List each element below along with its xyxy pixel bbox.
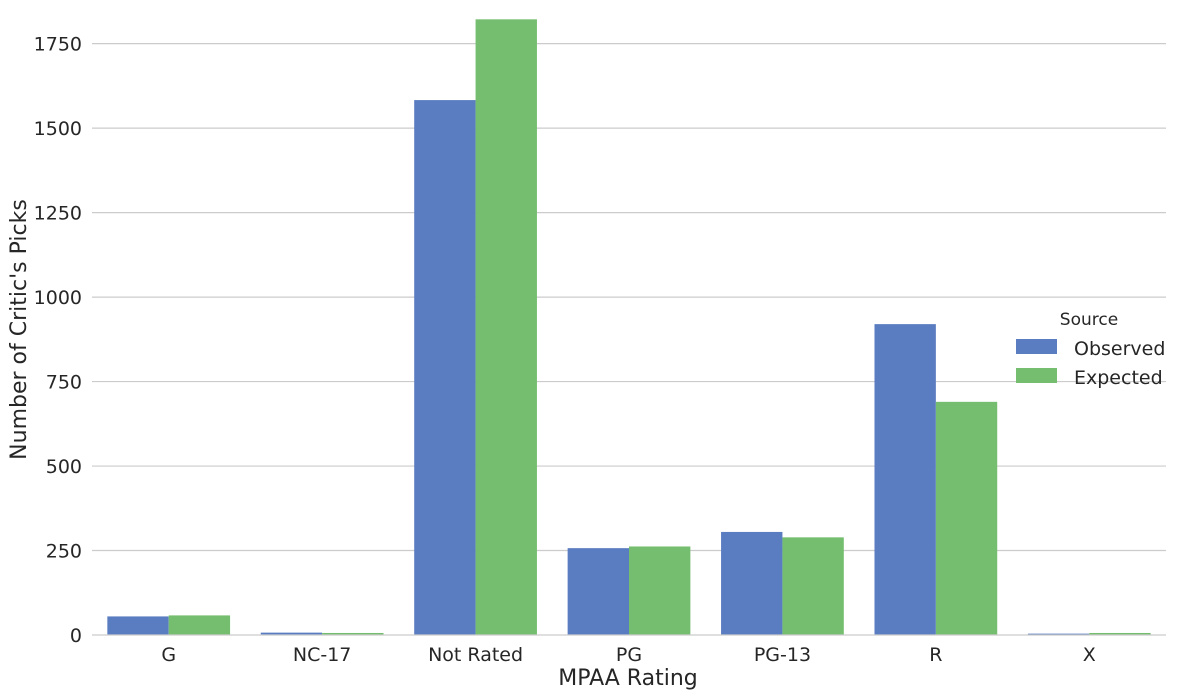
legend: Source Observed Expected (1016, 310, 1165, 389)
y-tick-label-1250: 1250 (34, 203, 82, 225)
gridlines (92, 43, 1166, 552)
legend-title: Source (1060, 310, 1118, 330)
y-tick-labels: 0 250 500 750 1000 1250 1500 1750 (34, 34, 82, 647)
x-tick-label-r: R (929, 644, 942, 666)
legend-label-observed: Observed (1074, 338, 1165, 360)
legend-label-expected: Expected (1074, 367, 1163, 389)
y-axis-title: Number of Critic's Picks (7, 199, 32, 460)
bar-expected-r (935, 401, 998, 635)
bar-expected-pg-13 (782, 537, 844, 635)
bars (107, 19, 1151, 636)
x-tick-label-g: G (161, 644, 176, 666)
x-tick-label-not-rated: Not Rated (428, 644, 523, 666)
y-tick-label-750: 750 (46, 372, 82, 394)
legend-swatch-expected (1016, 368, 1057, 383)
y-tick-label-500: 500 (46, 456, 82, 478)
x-axis-title: MPAA Rating (558, 666, 697, 691)
bar-expected-not-rated (475, 19, 537, 636)
bar-observed-nc-17 (260, 632, 323, 635)
bar-observed-pg (567, 548, 629, 635)
y-tick-label-1500: 1500 (34, 118, 82, 140)
y-tick-label-1000: 1000 (34, 287, 82, 309)
bar-expected-nc-17 (322, 632, 384, 635)
bar-observed-r (874, 324, 936, 635)
bar-expected-g (168, 615, 231, 635)
y-tick-label-250: 250 (46, 541, 82, 563)
x-tick-label-pg: PG (616, 644, 642, 666)
bar-observed-not-rated (414, 100, 476, 636)
x-tick-label-nc-17: NC-17 (293, 644, 352, 666)
legend-swatch-observed (1016, 339, 1057, 354)
x-tick-label-x: X (1083, 644, 1096, 666)
y-tick-label-1750: 1750 (34, 34, 82, 56)
bar-observed-g (107, 616, 169, 635)
y-tick-label-0: 0 (70, 625, 82, 647)
bar-expected-pg (629, 546, 691, 635)
x-tick-label-pg-13: PG-13 (754, 644, 811, 666)
x-tick-labels: G NC-17 Not Rated PG PG-13 R X (161, 644, 1095, 666)
bar-observed-x (1027, 633, 1090, 635)
bar-observed-pg-13 (721, 531, 783, 635)
bar-expected-x (1089, 632, 1151, 635)
